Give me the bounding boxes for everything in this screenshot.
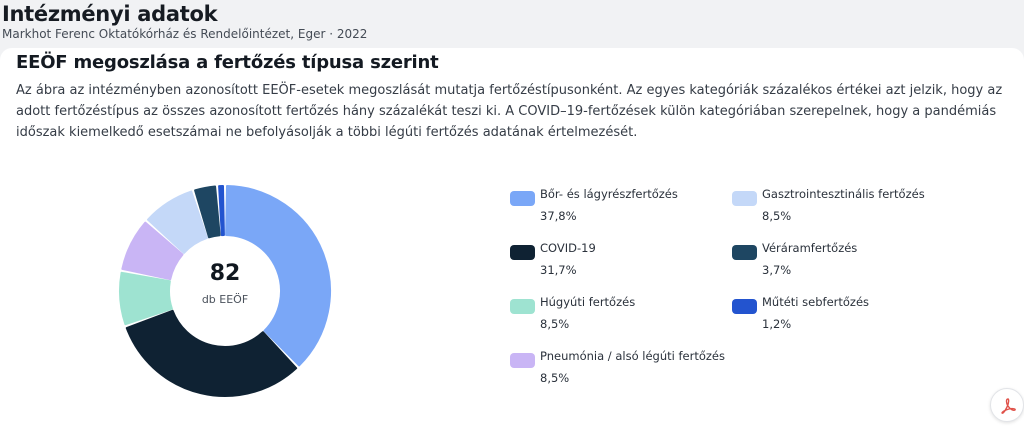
legend-percentage: 8,5% (540, 371, 570, 385)
legend-item[interactable]: Véráramfertőzés 3,7% (732, 241, 952, 281)
legend-swatch (732, 245, 757, 260)
pdf-icon (1001, 398, 1016, 414)
pdf-export-button[interactable] (990, 388, 1024, 422)
page-title: Intézményi adatok (2, 2, 218, 26)
legend-swatch (510, 353, 535, 368)
legend-swatch (732, 191, 757, 206)
donut-slice-6[interactable] (194, 185, 221, 239)
legend-label: Húgyúti fertőzés (540, 295, 636, 309)
legend-swatch (732, 299, 757, 314)
legend-swatch (510, 191, 535, 206)
page-subtitle: Markhot Ferenc Oktatókórház és Rendelőin… (2, 27, 368, 41)
page-header: Intézményi adatok Markhot Ferenc Oktatók… (0, 0, 1024, 48)
legend-item[interactable]: Gasztrointesztinális fertőzés 8,5% (732, 187, 952, 227)
legend-item[interactable]: Műtéti sebfertőzés 1,2% (732, 295, 952, 335)
legend-label: Véráramfertőzés (762, 241, 858, 255)
legend-percentage: 1,2% (762, 317, 792, 331)
donut-slice-2[interactable] (125, 309, 298, 397)
chart-title: EEÖF megoszlása a fertőzés típusa szerin… (16, 52, 439, 73)
donut-slice-7[interactable] (218, 185, 225, 237)
donut-slice-4[interactable] (121, 221, 184, 281)
legend-swatch (510, 299, 535, 314)
legend-item[interactable]: Bőr- és lágyrészfertőzés 37,8% (510, 187, 730, 227)
chart-card: EEÖF megoszlása a fertőzés típusa szerin… (0, 48, 1024, 438)
legend-label: Gasztrointesztinális fertőzés (762, 187, 925, 201)
donut-slice-5[interactable] (146, 190, 208, 254)
legend-item[interactable]: Pneumónia / alsó légúti fertőzés 8,5% (510, 349, 730, 389)
chart-description: Az ábra az intézményben azonosított EEÖF… (16, 83, 1003, 140)
legend-item[interactable]: COVID-19 31,7% (510, 241, 730, 281)
center-unit: db EEÖF (201, 293, 249, 306)
center-total: 82 (209, 261, 241, 286)
legend-label: Műtéti sebfertőzés (762, 295, 870, 309)
legend-percentage: 8,5% (762, 209, 792, 223)
legend-label: COVID-19 (540, 241, 596, 255)
donut-chart: 82 db EEÖF (110, 176, 340, 406)
legend-percentage: 8,5% (540, 317, 570, 331)
legend-percentage: 3,7% (762, 263, 792, 277)
legend-label: Pneumónia / alsó légúti fertőzés (540, 349, 725, 363)
donut-svg (119, 185, 331, 397)
legend-percentage: 37,8% (540, 209, 577, 223)
legend-label: Bőr- és lágyrészfertőzés (540, 187, 678, 201)
legend-percentage: 31,7% (540, 263, 577, 277)
donut-slice-3[interactable] (119, 271, 173, 326)
legend-item[interactable]: Húgyúti fertőzés 8,5% (510, 295, 730, 335)
donut-slice-1[interactable] (225, 185, 331, 367)
legend-swatch (510, 245, 535, 260)
